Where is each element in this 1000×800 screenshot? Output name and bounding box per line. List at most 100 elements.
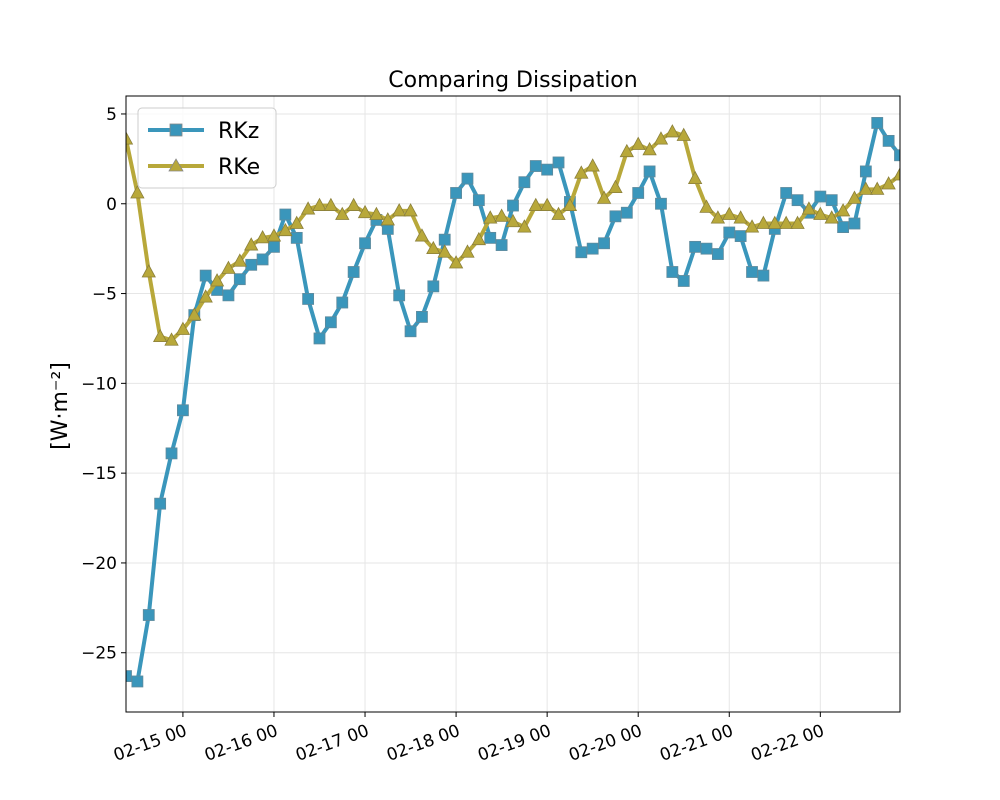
- point-rkz: [814, 190, 827, 203]
- point-rkz: [359, 237, 371, 250]
- point-rkz: [268, 240, 280, 253]
- y-tick-label: −15: [81, 464, 117, 484]
- point-rkz: [472, 194, 485, 207]
- point-rkz: [177, 404, 189, 417]
- point-rke: [699, 199, 714, 213]
- point-rkz: [438, 233, 451, 246]
- y-axis-label: [W·m⁻²]: [48, 362, 73, 450]
- point-rke: [608, 179, 623, 193]
- point-rke: [892, 167, 900, 181]
- point-rke: [619, 143, 634, 158]
- point-rke: [539, 197, 555, 211]
- point-rke: [448, 255, 464, 269]
- point-rke: [209, 273, 225, 287]
- point-rke: [335, 206, 350, 220]
- point-rkz: [529, 160, 542, 172]
- point-rkz: [142, 609, 155, 621]
- point-rke: [357, 204, 373, 219]
- point-rkz: [507, 199, 519, 212]
- point-rkz: [837, 221, 849, 234]
- point-rke: [551, 206, 566, 220]
- point-rke: [790, 215, 805, 229]
- point-rke: [813, 206, 828, 220]
- point-rkz: [882, 134, 895, 147]
- point-rke: [835, 203, 851, 217]
- point-rke: [187, 307, 202, 321]
- point-rkz: [746, 266, 758, 278]
- legend-label-rke: RKe: [218, 155, 260, 180]
- point-rke: [175, 321, 191, 335]
- point-rkz: [620, 206, 633, 219]
- point-rkz: [324, 316, 337, 329]
- point-rkz: [416, 310, 428, 323]
- point-rkz: [859, 165, 872, 178]
- legend-marker-rke: [168, 158, 184, 172]
- point-rke: [278, 222, 293, 237]
- point-rke: [266, 228, 282, 242]
- point-rkz: [780, 187, 793, 199]
- point-rkz: [689, 240, 702, 253]
- point-rkz: [575, 246, 588, 259]
- y-tick-label: 5: [106, 105, 117, 125]
- point-rkz: [700, 242, 713, 255]
- point-rke: [687, 170, 703, 185]
- point-rke: [460, 244, 475, 258]
- series-clipped-group: [126, 117, 900, 688]
- legend: RKz RKe: [137, 107, 277, 189]
- point-rkz: [655, 197, 667, 210]
- point-rke: [232, 253, 247, 267]
- point-rke: [779, 215, 794, 229]
- point-rke: [126, 131, 134, 145]
- point-rke: [722, 206, 737, 220]
- point-rke: [665, 124, 680, 138]
- point-rke: [631, 136, 646, 150]
- plot-frame: [125, 95, 901, 713]
- point-rkz: [848, 217, 861, 230]
- point-rke: [505, 213, 521, 228]
- point-rke: [562, 197, 578, 211]
- point-rkz: [199, 269, 212, 282]
- y-tick-label: 0: [106, 195, 117, 215]
- point-rkz: [427, 280, 440, 293]
- point-rke: [323, 197, 339, 211]
- point-rke: [198, 289, 213, 303]
- point-rke: [403, 203, 418, 217]
- point-rkz: [791, 194, 804, 207]
- point-rkz: [609, 210, 622, 223]
- point-rke: [221, 260, 236, 274]
- point-rke: [483, 210, 498, 224]
- point-rke: [585, 158, 600, 172]
- series-layer: [126, 117, 900, 688]
- y-tick-label: −10: [81, 374, 117, 394]
- point-rkz: [643, 165, 656, 178]
- point-rkz: [518, 176, 531, 189]
- point-rke: [767, 215, 782, 229]
- point-rke: [710, 210, 726, 224]
- legend-marker-rkz: [169, 123, 183, 137]
- point-rke: [881, 176, 896, 190]
- point-rkz: [450, 187, 462, 199]
- point-rkz: [677, 275, 690, 287]
- point-rkz: [484, 231, 497, 244]
- point-rkz: [404, 325, 417, 338]
- point-rke: [300, 201, 316, 215]
- point-rke: [312, 197, 327, 211]
- point-rke: [870, 181, 885, 195]
- point-rke: [847, 190, 862, 204]
- point-rkz: [222, 289, 235, 302]
- point-rke: [437, 244, 452, 258]
- point-rkz: [313, 332, 326, 345]
- point-rke: [414, 228, 430, 242]
- point-rke: [858, 181, 874, 195]
- point-rkz: [541, 163, 554, 176]
- point-rkz: [871, 117, 884, 129]
- y-tick-label: −25: [81, 644, 117, 664]
- point-rke: [653, 131, 669, 145]
- point-rkz: [461, 172, 474, 185]
- point-rkz: [723, 226, 736, 239]
- point-rke: [596, 190, 612, 204]
- point-rkz: [757, 269, 770, 282]
- chart-title: Comparing Dissipation: [388, 68, 637, 93]
- point-rke: [141, 264, 156, 278]
